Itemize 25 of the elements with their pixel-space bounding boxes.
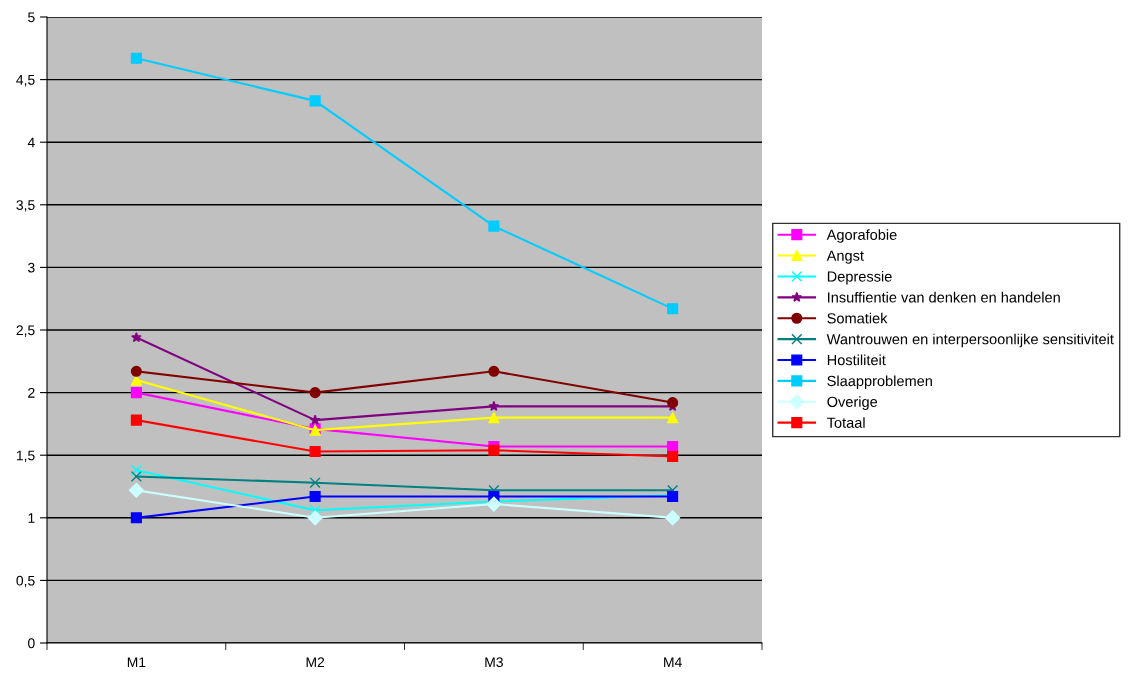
legend-label: Depressie (827, 270, 892, 285)
legend-label: Totaal (827, 417, 865, 428)
y-tick-label: 0 (28, 638, 35, 649)
y-tick-label: 2,5 (16, 325, 35, 337)
x-tick-label: M4 (664, 657, 682, 667)
y-tick-label: 2 (28, 387, 35, 398)
legend-label: Somatiek (827, 312, 888, 324)
legend-label: Wantrouwen en interpersoonlijke sensitiviteit (826, 333, 1114, 348)
y-tick-label: 5 (28, 12, 35, 23)
y-tick-label: 3,5 (16, 200, 35, 212)
y-tick-label: 1,5 (16, 450, 35, 463)
y-tick-label: 1 (28, 513, 35, 523)
x-tick-label: M3 (485, 657, 503, 668)
legend-label: Hostiliteit (827, 354, 886, 366)
y-tick-label: 4,5 (16, 75, 35, 87)
legend-label: Slaapproblemen (827, 375, 932, 390)
x-tick-label: M1 (127, 657, 146, 667)
legend-label: Angst (826, 250, 864, 264)
legend-label: Overige (827, 396, 878, 410)
y-tick-label: 4 (27, 137, 35, 148)
legend-label: Agorafobie (826, 229, 897, 243)
legend-label: Insuffientie van denken en handelen (828, 291, 1060, 303)
y-tick-label: 3 (28, 262, 35, 273)
y-tick-label: 0,5 (16, 575, 35, 588)
x-tick-label: M2 (306, 657, 325, 667)
